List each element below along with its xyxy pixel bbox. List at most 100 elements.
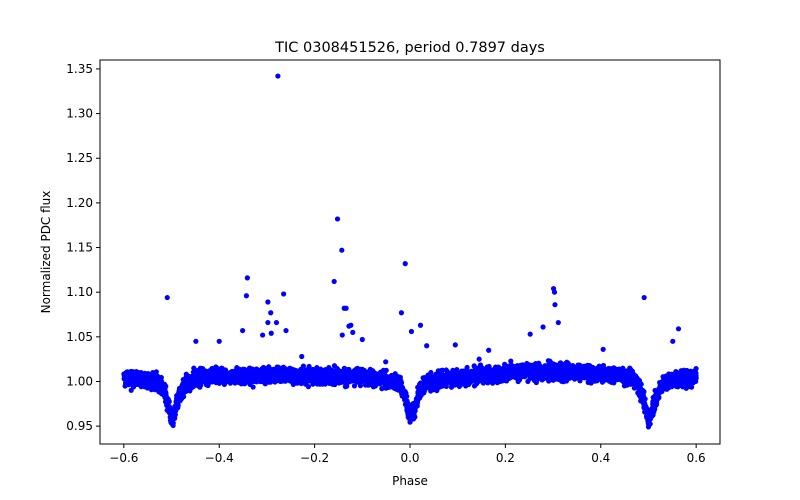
data-point [671,380,677,386]
data-point [663,373,669,379]
outlier-point [260,332,266,338]
data-point [410,409,416,415]
data-point [417,381,423,387]
data-point [425,372,431,379]
x-tick-label: 0.0 [400,451,419,465]
outlier-point [334,216,341,222]
data-point [372,374,378,381]
outlier-point [341,305,347,311]
outlier-point [240,327,246,334]
data-point [431,380,437,386]
data-point [473,377,480,383]
data-point [639,396,645,402]
y-tick-label: 1.00 [66,374,93,388]
outlier-point [164,294,170,301]
data-point [317,373,323,379]
data-point [398,378,404,384]
data-point [546,371,552,377]
data-point [610,373,616,379]
data-point [684,377,690,383]
data-point [124,369,130,375]
data-point [300,377,306,383]
data-point [559,377,565,384]
data-point [603,369,609,375]
data-point [574,368,581,374]
outlier-point [527,331,533,337]
data-point [222,372,228,378]
outlier-point [402,261,408,267]
data-point [621,383,628,389]
data-point [443,382,449,388]
outlier-point [265,299,271,305]
data-point [126,382,132,388]
outlier-point [398,310,405,316]
data-point [594,377,600,384]
data-point [210,366,216,372]
data-point [600,365,606,371]
data-point [657,386,663,392]
data-point [358,377,364,383]
data-point [367,368,373,374]
outlier-point [299,353,305,360]
data-point [687,369,693,375]
data-point [580,373,586,380]
data-point [169,417,176,423]
outlier-point [331,278,337,285]
x-tick-label: −0.6 [109,451,138,465]
data-point [328,369,334,375]
data-point [301,370,307,377]
data-point [620,377,626,383]
data-point [584,365,590,372]
outlier-point [675,326,682,332]
data-point [502,363,508,369]
outlier-point [641,294,647,301]
data-point [183,371,189,377]
data-point [523,370,529,376]
data-point [545,358,552,364]
data-point [636,377,642,383]
data-point [530,369,536,376]
outlier-point [476,356,482,362]
data-point [383,367,389,373]
data-point [253,367,259,373]
data-point [434,387,440,394]
outlier-point [283,327,289,334]
data-point [404,408,410,414]
x-tick-label: −0.2 [300,451,329,465]
data-point [455,375,461,381]
data-point [150,377,157,383]
data-point [275,364,282,370]
x-axis: −0.6 −0.4 −0.2 0.0 0.2 0.4 0.6 [109,444,706,465]
data-point [586,377,593,384]
data-point [199,379,205,385]
data-point [562,371,568,378]
data-point [636,385,642,391]
data-point [675,384,681,390]
outlier-point [670,338,676,344]
outlier-point [268,330,274,336]
data-point [502,377,508,383]
outlier-point [452,342,458,348]
data-point [305,384,312,390]
outlier-point [273,319,280,326]
data-point [235,371,241,377]
y-axis-label: Normalized PDC flux [39,191,53,314]
data-point [599,379,606,385]
data-point [535,362,541,369]
data-point [431,376,438,382]
data-point [552,369,558,375]
outlier-point [555,319,561,326]
data-point [622,371,628,377]
data-point [605,365,612,372]
data-point [258,373,264,380]
data-point [438,368,444,374]
data-point [428,388,434,394]
data-point [211,371,217,377]
data-point [192,377,198,384]
data-point [533,379,539,386]
data-point [306,363,312,370]
data-point [274,373,281,379]
data-point [680,384,686,390]
data-point [351,383,358,389]
outlier-point [281,291,287,297]
